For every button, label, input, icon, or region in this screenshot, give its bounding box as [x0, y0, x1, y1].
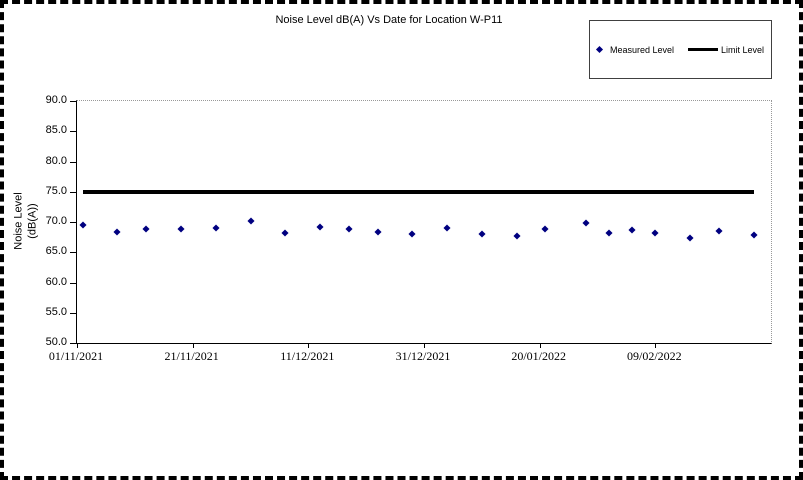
y-tick-label: 50.0: [45, 336, 67, 348]
y-tick-label: 70.0: [45, 215, 67, 227]
y-tick-label: 75.0: [45, 184, 67, 197]
y-tick: [70, 343, 76, 344]
x-tick: [192, 343, 194, 348]
measured-data-point: [316, 223, 324, 231]
measured-data-point: [512, 232, 521, 240]
measured-data-point: [651, 229, 659, 237]
y-tick-label: 65.0: [45, 245, 67, 258]
measured-data-point: [113, 228, 122, 236]
y-tick: [70, 191, 76, 193]
measured-data-point: [408, 230, 416, 238]
measured-data-point: [478, 230, 486, 238]
y-tick: [70, 161, 76, 163]
measured-data-point: [686, 234, 694, 242]
legend-measured-label: Measured Level: [609, 44, 674, 55]
y-tick-label: 90.0: [45, 94, 67, 106]
measured-data-point: [715, 227, 723, 235]
y-tick-label: 85.0: [45, 124, 67, 137]
y-tick: [70, 252, 76, 254]
measured-data-point: [750, 231, 758, 239]
measured-data-point: [212, 224, 220, 232]
y-tick: [70, 282, 76, 284]
measured-data-point: [79, 221, 87, 229]
x-tick: [77, 343, 78, 348]
x-tick-label: 09/02/2022: [626, 349, 682, 363]
limit-level-line: [82, 189, 754, 194]
y-tick-label: 55.0: [45, 305, 67, 318]
legend: Measured Level Limit Level: [589, 20, 772, 79]
y-tick: [70, 312, 76, 314]
measured-data-point: [582, 219, 590, 227]
legend-limit-label: Limit Level: [721, 44, 765, 55]
x-axis-labels: 01/11/2021 21/11/2021 11/12/2021 31/12/2021…: [49, 349, 770, 365]
y-tick: [70, 222, 76, 223]
measured-data-point: [605, 229, 613, 237]
y-tick-label: 80.0: [45, 154, 67, 167]
x-tick-label: 31/12/2021: [395, 349, 451, 363]
measured-data-point: [281, 229, 289, 237]
legend-item-limit: Limit Level: [674, 45, 764, 55]
x-tick-label: 11/12/2021: [280, 349, 335, 363]
measured-marker-icon: [595, 45, 603, 54]
y-tick: [70, 101, 76, 102]
x-tick: [308, 343, 310, 348]
measured-data-point: [246, 217, 255, 225]
y-tick: [70, 131, 76, 133]
measured-data-point: [443, 224, 451, 232]
measured-data-point: [142, 225, 150, 233]
y-tick-label: 60.0: [45, 275, 67, 288]
plot-area: [70, 100, 772, 348]
x-tick: [655, 343, 657, 348]
measured-data-point: [541, 225, 549, 233]
x-tick: [539, 343, 541, 348]
x-tick-label: 21/11/2021: [164, 349, 219, 363]
x-tick-label: 20/01/2022: [511, 349, 566, 363]
measured-data-point: [374, 228, 382, 236]
x-tick-label: 01/11/2021: [48, 349, 104, 363]
legend-item-measured: Measured Level: [595, 44, 674, 55]
limit-line-icon: [688, 48, 718, 51]
x-tick: [424, 343, 425, 348]
y-axis-labels: 90.0 85.0 80.0 75.0 70.0 65.0 60.0 55.0 50.0: [24, 94, 67, 348]
measured-data-point: [628, 226, 636, 234]
measured-data-point: [177, 225, 185, 233]
chart-title: Noise Level dB(A) Vs Date for Location W…: [275, 14, 503, 26]
measured-data-point: [345, 225, 353, 233]
